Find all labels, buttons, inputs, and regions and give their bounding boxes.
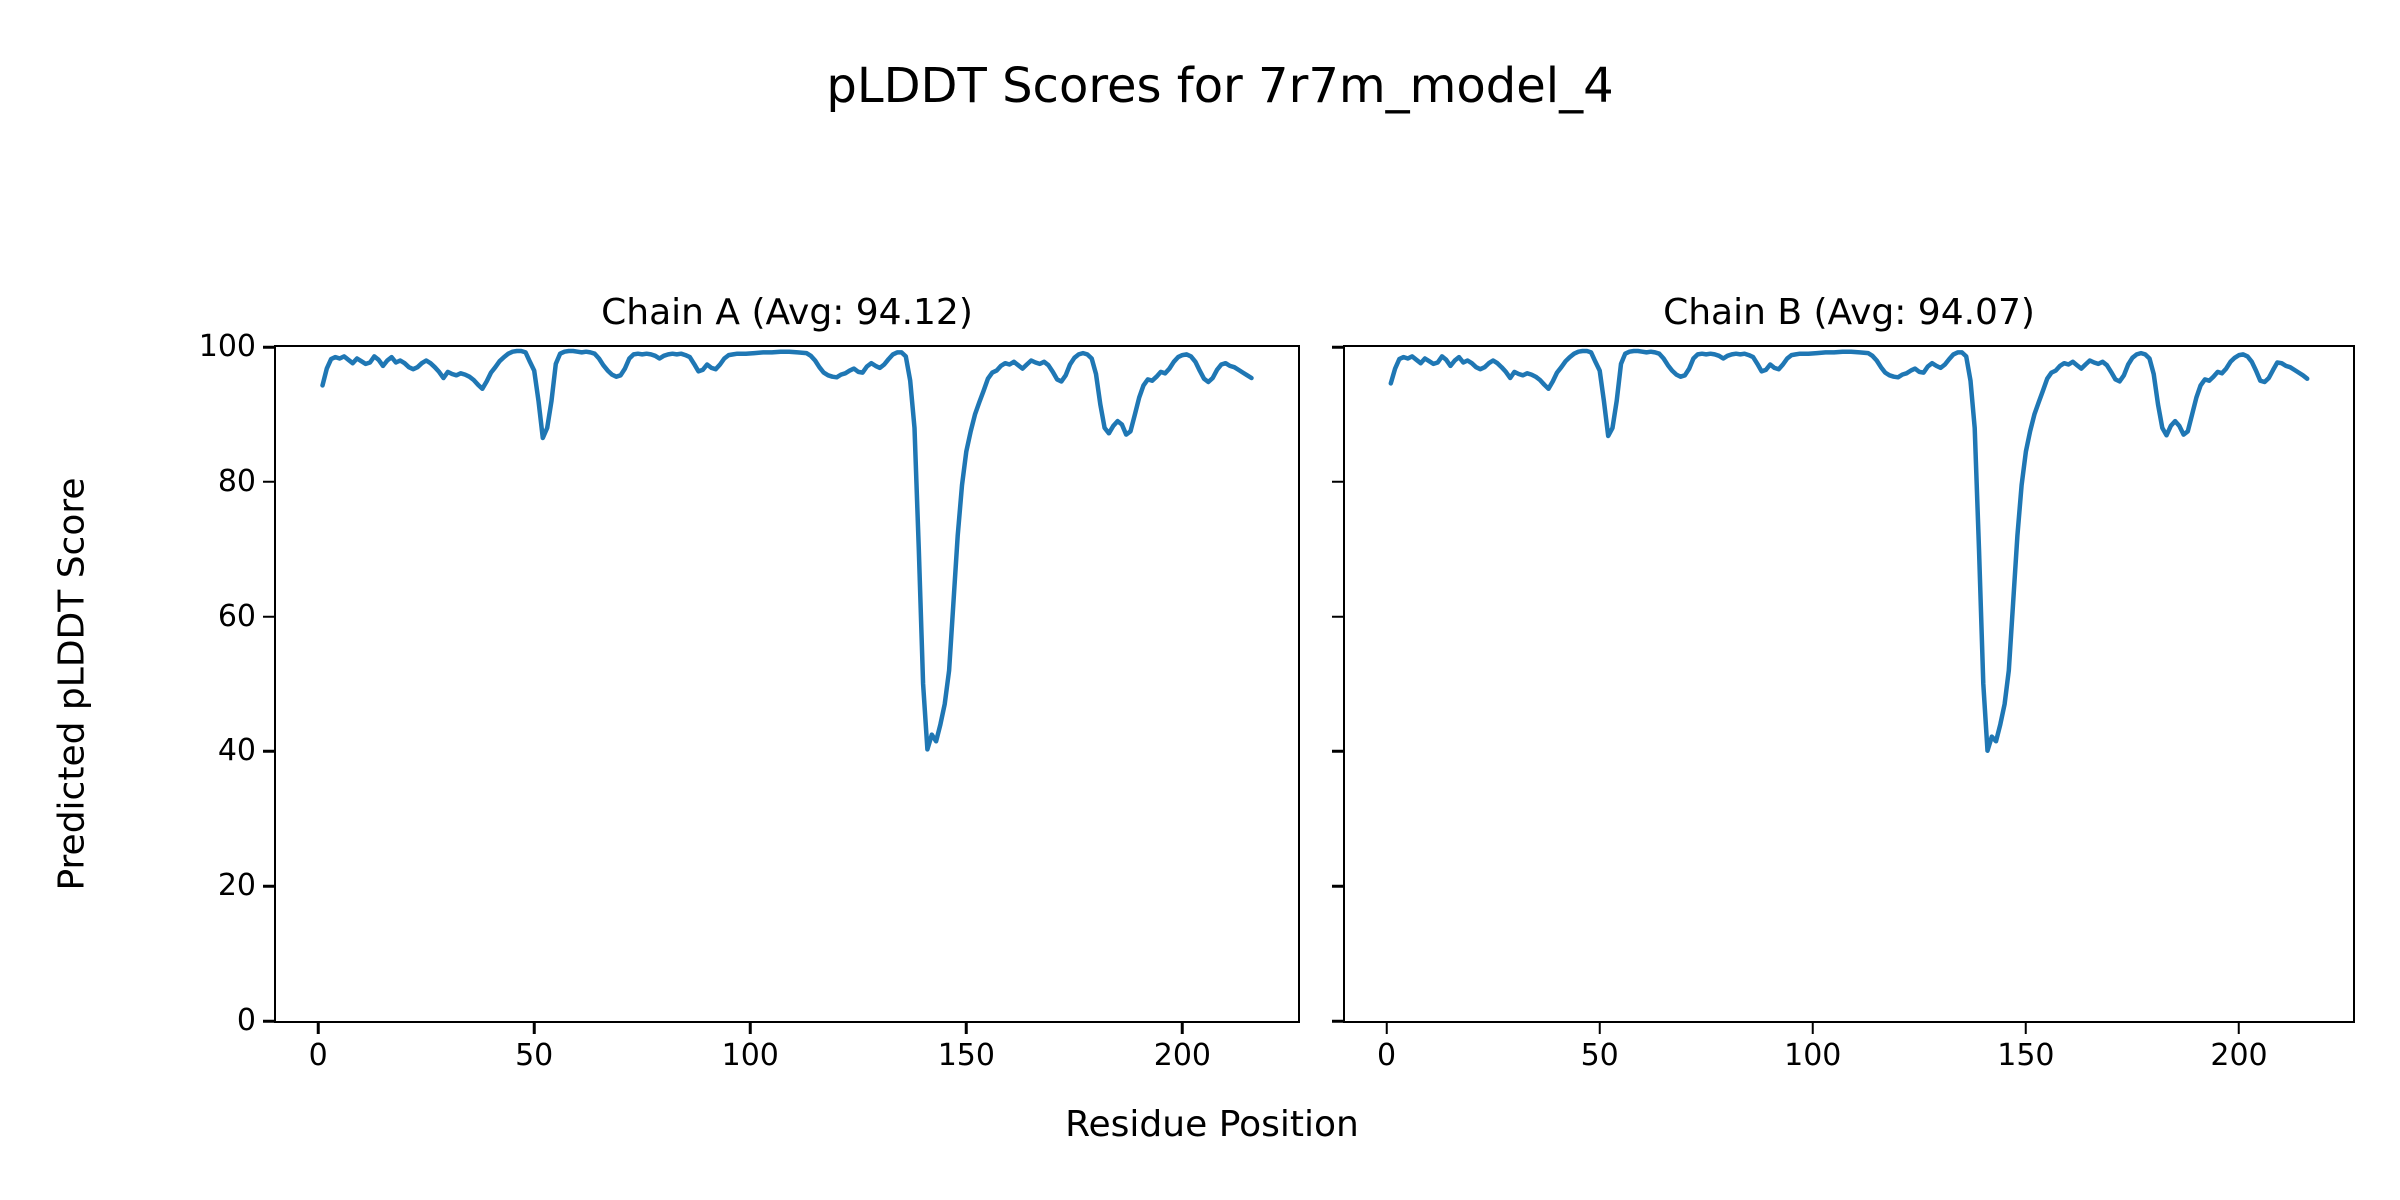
x-axis-tick	[1181, 1023, 1184, 1034]
x-axis-tick-label: 200	[1153, 1038, 1212, 1073]
y-axis-tick-label: 40	[217, 733, 256, 769]
y-axis-tick	[1332, 1019, 1343, 1023]
x-axis-tick-label: 100	[1784, 1038, 1842, 1073]
x-axis-tick	[2237, 1023, 2241, 1034]
x-axis-tick-label: 150	[1997, 1038, 2055, 1073]
plot-canvas	[1388, 348, 2310, 753]
figure-title: pLDDT Scores for 7r7m_model_4	[826, 58, 1614, 114]
y-axis-tick-label: 0	[236, 1003, 256, 1038]
chain-a-title: Chain A (Avg: 94.12)	[601, 292, 973, 333]
x-axis-tick	[965, 1023, 968, 1034]
x-axis-tick-label: 200	[2210, 1038, 2268, 1073]
x-axis-tick	[1385, 1023, 1388, 1034]
y-axis-tick	[263, 884, 274, 888]
y-axis-tick	[263, 1019, 274, 1023]
chain-b-title: Chain B (Avg: 94.07)	[1663, 292, 2035, 333]
y-axis-tick-label: 20	[217, 868, 256, 904]
x-axis-tick-label: 100	[721, 1038, 779, 1073]
y-axis-tick	[1332, 750, 1343, 753]
x-axis-tick-label: 50	[1580, 1038, 1619, 1073]
y-axis-tick	[1332, 480, 1343, 484]
x-axis-tick	[2024, 1023, 2028, 1034]
x-axis-tick-label: 0	[308, 1038, 328, 1073]
x-axis-label: Residue Position	[1065, 1104, 1359, 1145]
y-axis-tick-label: 80	[217, 463, 256, 499]
x-axis-tick-label: 0	[1377, 1038, 1397, 1073]
x-axis-tick	[532, 1023, 536, 1034]
y-axis-tick	[263, 615, 274, 618]
y-axis-label: Predicted pLDDT Score	[51, 477, 93, 891]
y-axis-tick	[263, 345, 274, 349]
y-axis-tick	[263, 750, 274, 753]
x-axis-tick	[316, 1023, 320, 1034]
x-axis-tick	[1811, 1023, 1815, 1034]
plddt-line	[320, 348, 1254, 752]
x-axis-tick-label: 50	[515, 1038, 554, 1073]
chain-b-plot: Chain B (Avg: 94.07) 0 50 100 150 200	[1332, 292, 2355, 1071]
plot-canvas	[320, 348, 1254, 752]
y-axis-tick	[1332, 615, 1343, 618]
y-axis-tick	[263, 480, 274, 484]
x-axis-tick	[749, 1023, 752, 1034]
y-axis-tick	[1332, 884, 1343, 888]
y-axis-tick	[1332, 345, 1343, 349]
x-axis-tick-label: 150	[937, 1038, 995, 1073]
x-axis-tick	[1598, 1023, 1601, 1034]
y-axis-tick-label: 60	[217, 598, 256, 634]
chain-a-plot: Chain A (Avg: 94.12) 0 50 100 150 200 0 20 40 60…	[199, 292, 1300, 1071]
y-axis-tick-label: 100	[198, 329, 256, 364]
plddt-line	[1388, 348, 2310, 753]
